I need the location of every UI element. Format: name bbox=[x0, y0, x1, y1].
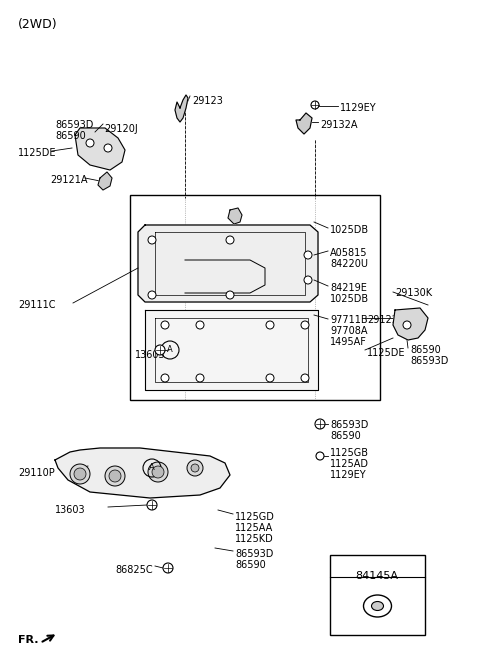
Text: 86593D: 86593D bbox=[410, 356, 448, 366]
Text: 86593D: 86593D bbox=[55, 120, 94, 130]
Text: 13603: 13603 bbox=[55, 505, 85, 515]
Circle shape bbox=[226, 236, 234, 244]
Text: 84145A: 84145A bbox=[356, 571, 398, 581]
Text: 86590: 86590 bbox=[55, 131, 86, 141]
Text: 1125AA: 1125AA bbox=[235, 523, 273, 533]
Polygon shape bbox=[98, 172, 112, 190]
Circle shape bbox=[148, 291, 156, 299]
Circle shape bbox=[191, 464, 199, 472]
Circle shape bbox=[316, 452, 324, 460]
Circle shape bbox=[70, 464, 90, 484]
Circle shape bbox=[266, 374, 274, 382]
Circle shape bbox=[161, 321, 169, 329]
Circle shape bbox=[304, 276, 312, 284]
Text: 86590: 86590 bbox=[410, 345, 441, 355]
Text: 1125AD: 1125AD bbox=[330, 459, 369, 469]
Circle shape bbox=[196, 374, 204, 382]
Text: 86593D: 86593D bbox=[235, 549, 274, 559]
Polygon shape bbox=[55, 448, 230, 498]
Circle shape bbox=[187, 460, 203, 476]
Text: (2WD): (2WD) bbox=[18, 18, 58, 31]
Ellipse shape bbox=[372, 602, 384, 610]
Text: 97708A: 97708A bbox=[330, 326, 368, 336]
Circle shape bbox=[226, 291, 234, 299]
Text: 29121A: 29121A bbox=[50, 175, 87, 185]
Text: 29120J: 29120J bbox=[104, 124, 138, 134]
Circle shape bbox=[155, 345, 165, 355]
Text: 29122B: 29122B bbox=[367, 315, 405, 325]
Text: 29132A: 29132A bbox=[320, 120, 358, 130]
Text: 1025DB: 1025DB bbox=[330, 225, 369, 235]
Circle shape bbox=[163, 563, 173, 573]
Circle shape bbox=[161, 374, 169, 382]
Text: 29111C: 29111C bbox=[18, 300, 56, 310]
Circle shape bbox=[311, 101, 319, 109]
Circle shape bbox=[74, 468, 86, 480]
Circle shape bbox=[196, 321, 204, 329]
Text: 97711B: 97711B bbox=[330, 315, 368, 325]
Polygon shape bbox=[393, 308, 428, 340]
Text: 13603: 13603 bbox=[135, 350, 166, 360]
Text: 1129EY: 1129EY bbox=[340, 103, 377, 113]
Polygon shape bbox=[228, 208, 242, 224]
Circle shape bbox=[148, 462, 168, 482]
Circle shape bbox=[315, 419, 325, 429]
Polygon shape bbox=[138, 225, 318, 302]
Text: 29123: 29123 bbox=[192, 96, 223, 106]
Text: 29110P: 29110P bbox=[18, 468, 55, 478]
Text: 1129EY: 1129EY bbox=[330, 470, 367, 480]
Polygon shape bbox=[296, 113, 312, 134]
Text: 1495AF: 1495AF bbox=[330, 337, 367, 347]
Bar bbox=[330, 555, 425, 635]
Text: 1125DE: 1125DE bbox=[367, 348, 406, 358]
Circle shape bbox=[104, 144, 112, 152]
Polygon shape bbox=[75, 128, 125, 170]
Circle shape bbox=[304, 251, 312, 259]
Polygon shape bbox=[175, 95, 188, 122]
Text: A: A bbox=[149, 463, 155, 473]
Text: 86593D: 86593D bbox=[330, 420, 368, 430]
Circle shape bbox=[147, 500, 157, 510]
Circle shape bbox=[152, 466, 164, 478]
Text: 1125DE: 1125DE bbox=[18, 148, 57, 158]
Circle shape bbox=[266, 321, 274, 329]
Text: 1025DB: 1025DB bbox=[330, 294, 369, 304]
Text: 84219E: 84219E bbox=[330, 283, 367, 293]
Text: A05815: A05815 bbox=[330, 248, 368, 258]
Circle shape bbox=[109, 470, 121, 482]
Circle shape bbox=[105, 466, 125, 486]
Circle shape bbox=[86, 139, 94, 147]
Text: 86825C: 86825C bbox=[115, 565, 153, 575]
Circle shape bbox=[301, 321, 309, 329]
Circle shape bbox=[148, 236, 156, 244]
Text: 84220U: 84220U bbox=[330, 259, 368, 269]
Circle shape bbox=[301, 374, 309, 382]
Circle shape bbox=[403, 321, 411, 329]
Text: 86590: 86590 bbox=[235, 560, 266, 570]
Text: A: A bbox=[167, 345, 173, 355]
Text: 29130K: 29130K bbox=[395, 288, 432, 298]
Text: 86590: 86590 bbox=[330, 431, 361, 441]
Polygon shape bbox=[145, 310, 318, 390]
Text: 1125KD: 1125KD bbox=[235, 534, 274, 544]
Text: 1125GD: 1125GD bbox=[235, 512, 275, 522]
Text: 1125GB: 1125GB bbox=[330, 448, 369, 458]
Text: FR.: FR. bbox=[18, 635, 38, 645]
Bar bbox=[130, 195, 380, 400]
